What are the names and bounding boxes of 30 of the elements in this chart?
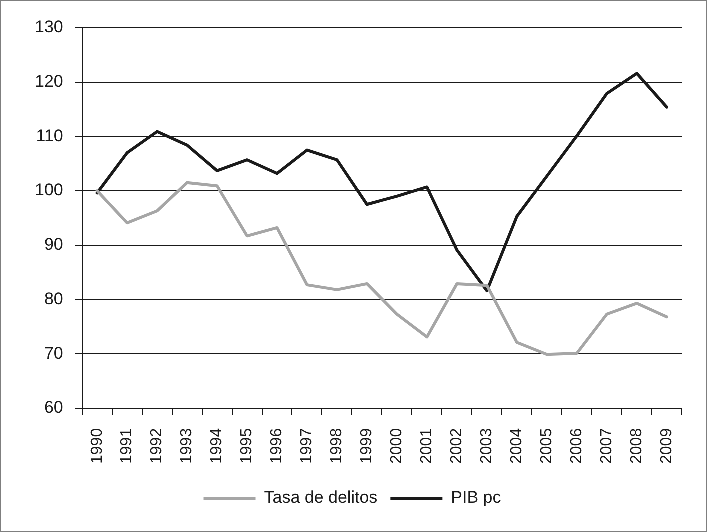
x-tick-label: 2003 xyxy=(478,428,496,464)
x-tick-label: 2001 xyxy=(418,428,436,464)
x-tick-label: 1992 xyxy=(148,428,166,464)
y-tick-label: 110 xyxy=(36,126,64,146)
y-tick-label: 120 xyxy=(34,72,64,92)
x-tick-label: 1991 xyxy=(118,428,136,464)
x-tick-label: 2002 xyxy=(448,428,466,464)
x-tick-label: 1998 xyxy=(328,428,346,464)
y-tick-label: 60 xyxy=(44,398,64,418)
y-tick-label: 130 xyxy=(34,18,64,37)
x-tick-label: 2006 xyxy=(568,428,586,464)
x-tick-label: 2000 xyxy=(388,428,406,464)
x-tick-label: 2004 xyxy=(508,428,526,464)
x-tick-label: 1994 xyxy=(208,428,226,464)
legend-label: Tasa de delitos xyxy=(264,488,378,508)
x-tick-label: 2009 xyxy=(658,428,676,464)
x-tick-label: 2007 xyxy=(598,428,616,464)
y-tick-label: 80 xyxy=(44,289,64,308)
x-tick-label: 1995 xyxy=(238,428,256,464)
x-tick-label: 1997 xyxy=(298,428,316,464)
x-tick-label: 1993 xyxy=(178,428,196,464)
x-tick-label: 1999 xyxy=(358,428,376,464)
x-tick-label: 1996 xyxy=(268,428,286,464)
x-tick-label: 1990 xyxy=(88,428,106,464)
legend-label: PIB pc xyxy=(451,488,502,508)
y-tick-label: 70 xyxy=(44,344,64,363)
x-tick-label: 2005 xyxy=(538,428,556,464)
x-tick-label: 2008 xyxy=(628,428,646,464)
y-tick-label: 100 xyxy=(34,180,64,200)
y-tick-label: 90 xyxy=(44,235,64,254)
